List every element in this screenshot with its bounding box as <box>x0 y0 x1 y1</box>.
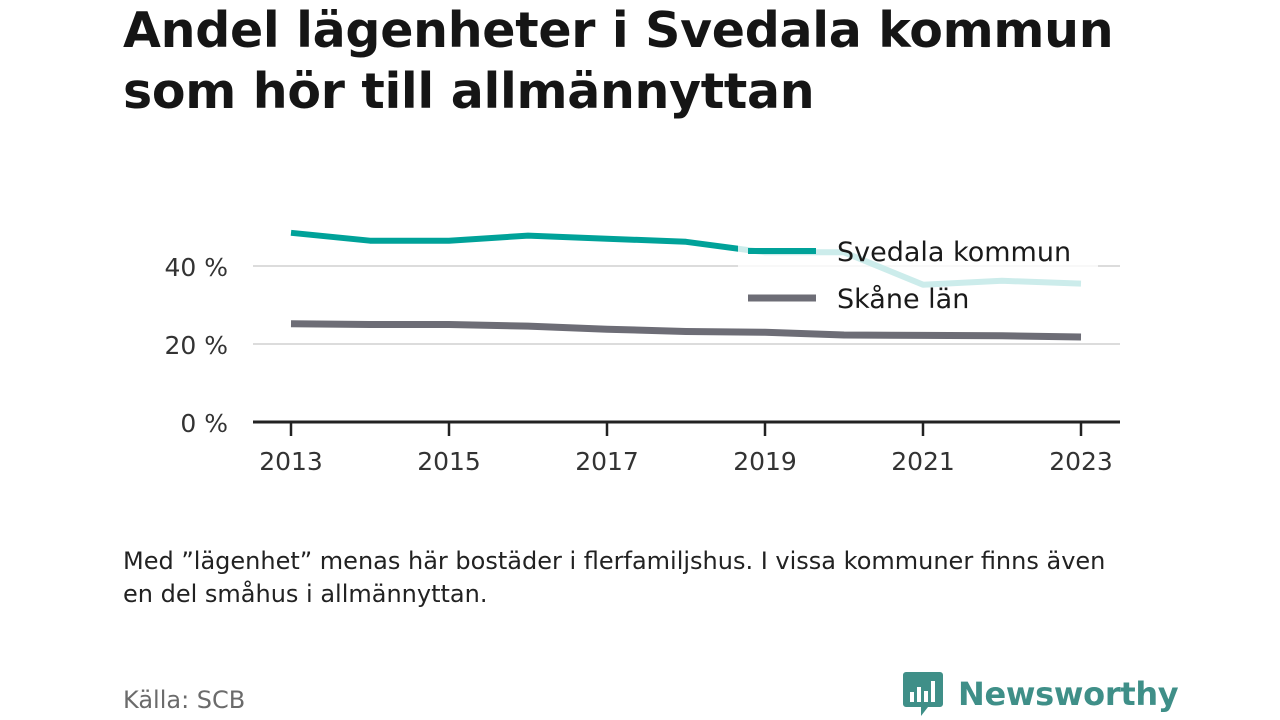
x-tick-label: 2021 <box>891 447 955 476</box>
chart-title: Andel lägenheter i Svedala kommun som hö… <box>123 2 1114 120</box>
series-line <box>290 320 1082 341</box>
footnote: Med ”lägenhet” menas här bostäder i fler… <box>123 547 1106 608</box>
x-tick-label: 2023 <box>1049 447 1113 476</box>
y-axis-ticks: 0 % 20 % 40 % <box>164 253 228 438</box>
x-tick-label: 2013 <box>259 447 323 476</box>
brand-logo[interactable]: Newsworthy <box>902 671 1179 717</box>
legend-background <box>738 226 1098 322</box>
brand-name: Newsworthy <box>958 675 1179 713</box>
x-tick-label: 2019 <box>733 447 797 476</box>
legend-label: Skåne län <box>837 284 969 315</box>
legend: Svedala kommun Skåne län <box>738 226 1098 322</box>
x-axis: 2013 2015 2017 2019 2021 2023 <box>253 420 1120 476</box>
y-tick-label: 40 % <box>164 253 228 282</box>
source-label: Källa: SCB <box>123 686 246 714</box>
y-tick-label: 20 % <box>164 331 228 360</box>
x-tick-label: 2017 <box>575 447 639 476</box>
x-tick-label: 2015 <box>417 447 481 476</box>
y-tick-label: 0 % <box>180 409 228 438</box>
newsworthy-logo-icon <box>903 672 943 716</box>
legend-label: Svedala kommun <box>837 237 1071 268</box>
